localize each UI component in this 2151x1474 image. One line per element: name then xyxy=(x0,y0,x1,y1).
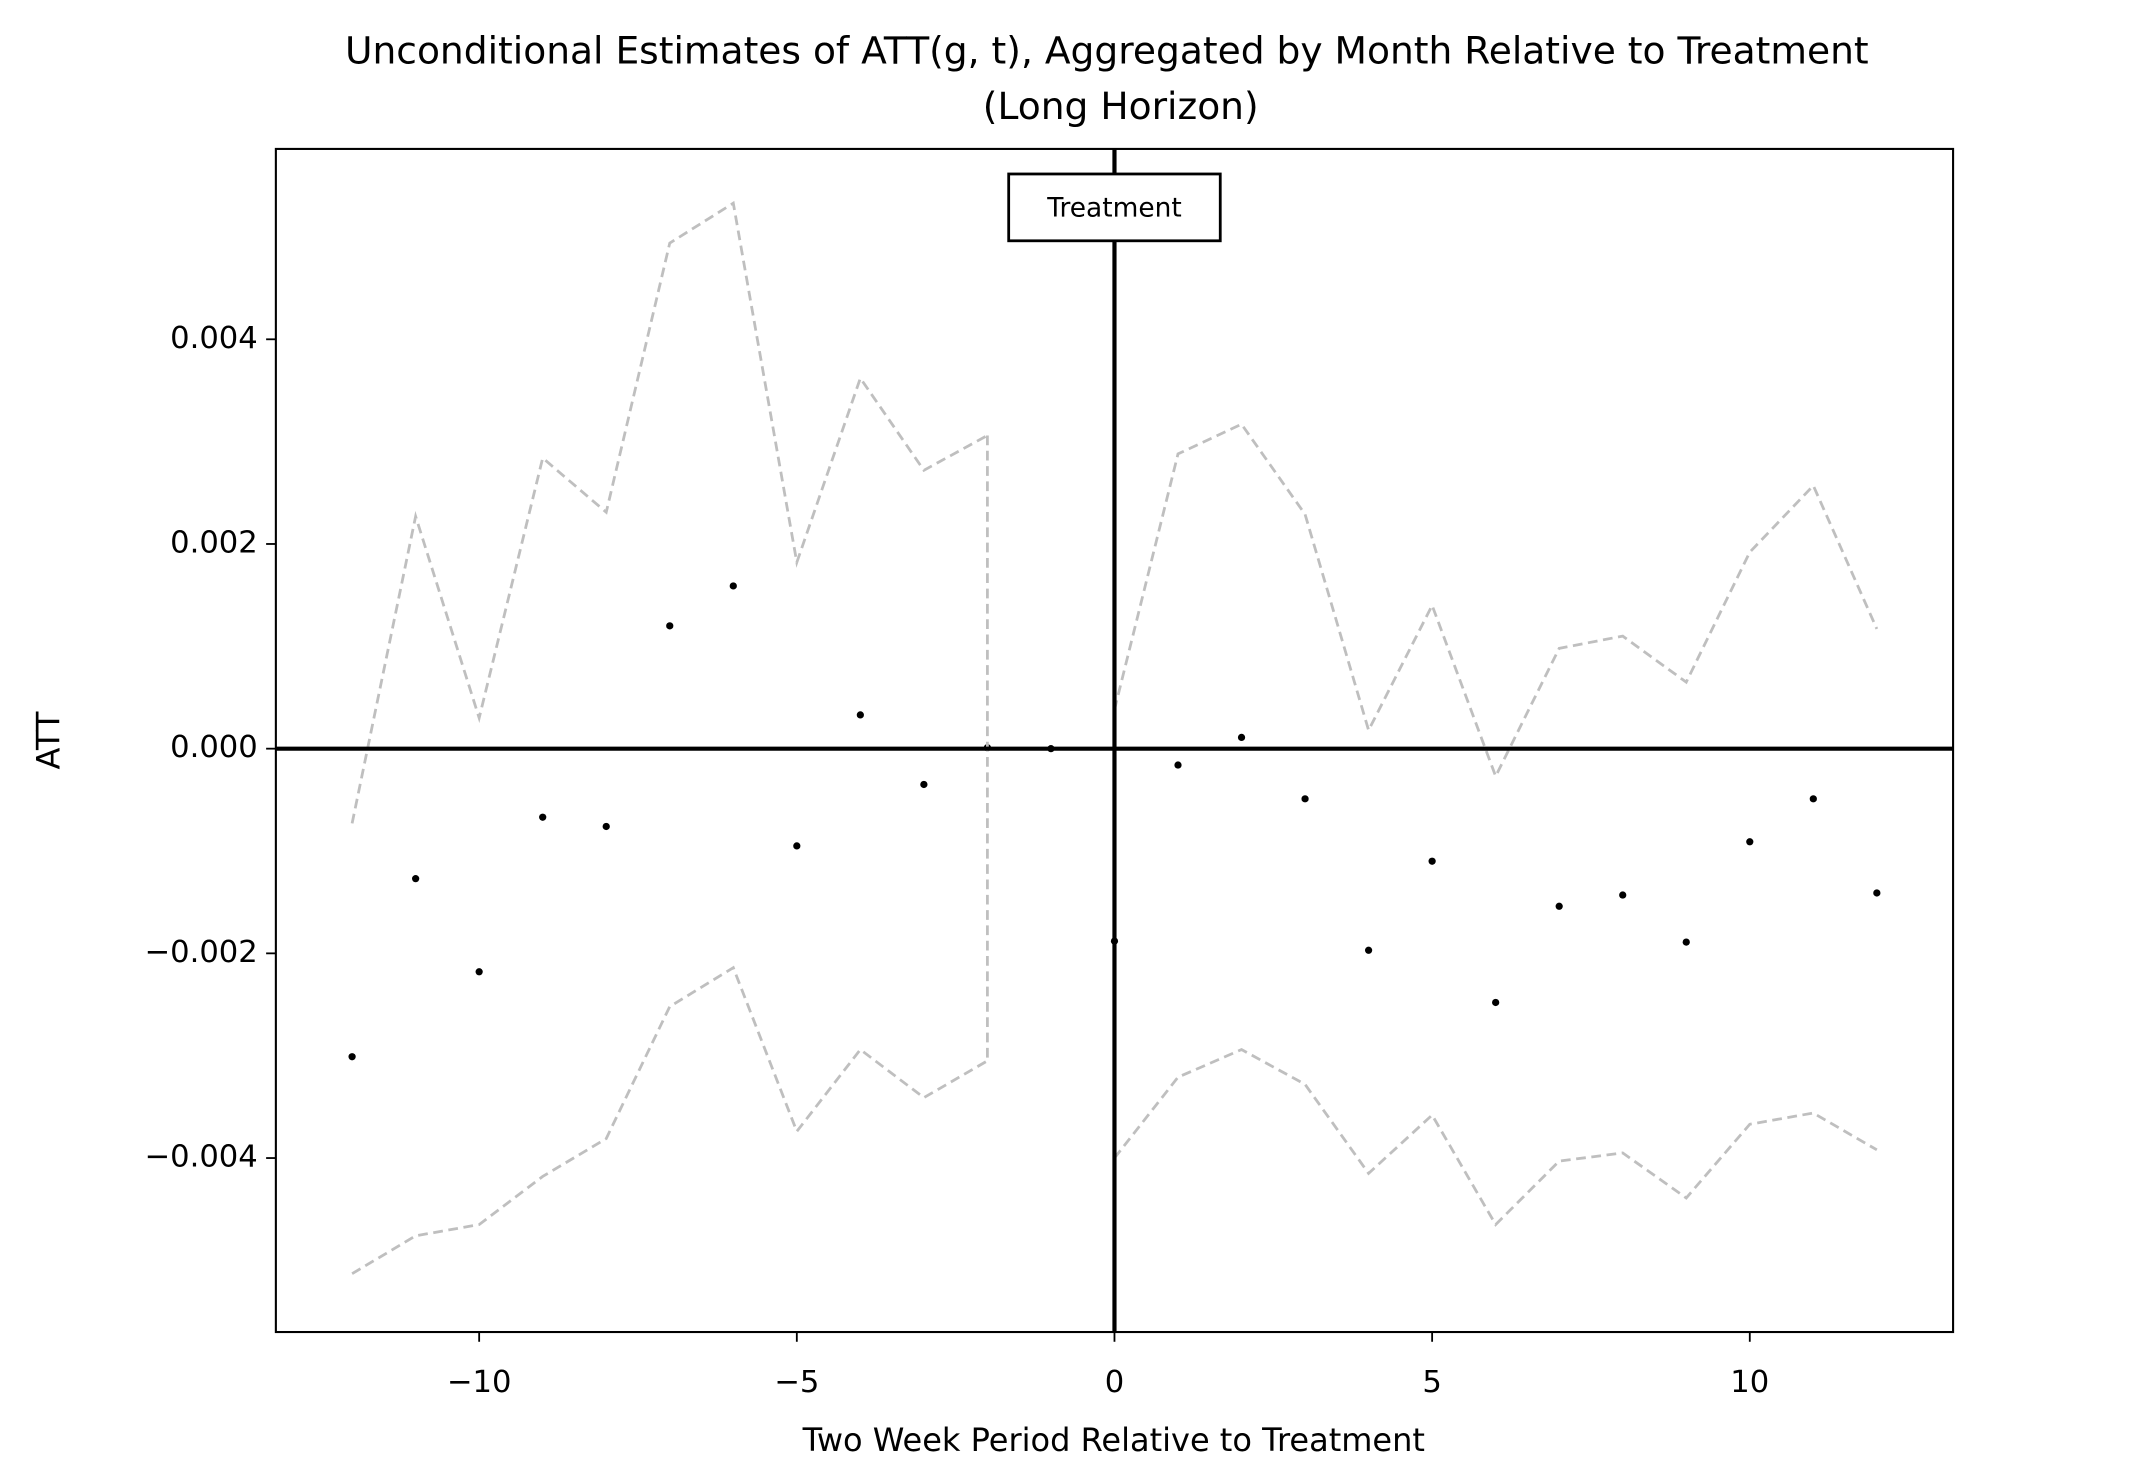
x-axis-label: Two Week Period Relative to Treatment xyxy=(802,1421,1425,1459)
y-tick-label: 0.002 xyxy=(170,525,258,560)
y-tick-label: −0.004 xyxy=(144,1140,257,1175)
annotation-box xyxy=(1007,172,1222,243)
point xyxy=(1619,891,1627,899)
point xyxy=(1809,795,1817,803)
x-tick-label: 10 xyxy=(1730,1365,1769,1400)
chart-title: (Long Horizon) xyxy=(983,84,1259,128)
point xyxy=(793,842,801,850)
confidence-line xyxy=(350,200,1879,824)
y-tick-label: 0.004 xyxy=(170,321,258,356)
point xyxy=(1873,889,1881,897)
point xyxy=(1746,838,1754,846)
y-tick-label: −0.002 xyxy=(144,935,257,970)
point xyxy=(1428,857,1436,865)
point xyxy=(348,1053,356,1061)
point xyxy=(1492,998,1500,1007)
confidence-line xyxy=(351,965,1878,1275)
point xyxy=(729,582,737,590)
x-tick-label: 0 xyxy=(1105,1365,1124,1400)
point xyxy=(475,968,483,976)
plot-frame xyxy=(274,147,1955,1334)
point xyxy=(666,622,674,630)
annotation: Treatment xyxy=(1046,192,1182,223)
point xyxy=(1682,938,1690,946)
y-axis-label: ATT xyxy=(29,711,67,769)
x-tick-label: 5 xyxy=(1422,1365,1441,1400)
point xyxy=(602,822,610,831)
x-tick-label: −5 xyxy=(774,1365,819,1400)
point xyxy=(1555,902,1563,910)
y-tick-label: 0.000 xyxy=(170,730,258,765)
point xyxy=(1301,795,1309,803)
point xyxy=(539,813,547,821)
point xyxy=(920,780,928,789)
x-tick-label: −10 xyxy=(447,1365,512,1400)
point xyxy=(412,875,420,883)
point xyxy=(1364,946,1373,954)
chart-title: Unconditional Estimates of ATT(g, t), Ag… xyxy=(345,28,1869,72)
point xyxy=(1237,733,1246,742)
point xyxy=(1174,761,1182,769)
point xyxy=(856,711,864,719)
